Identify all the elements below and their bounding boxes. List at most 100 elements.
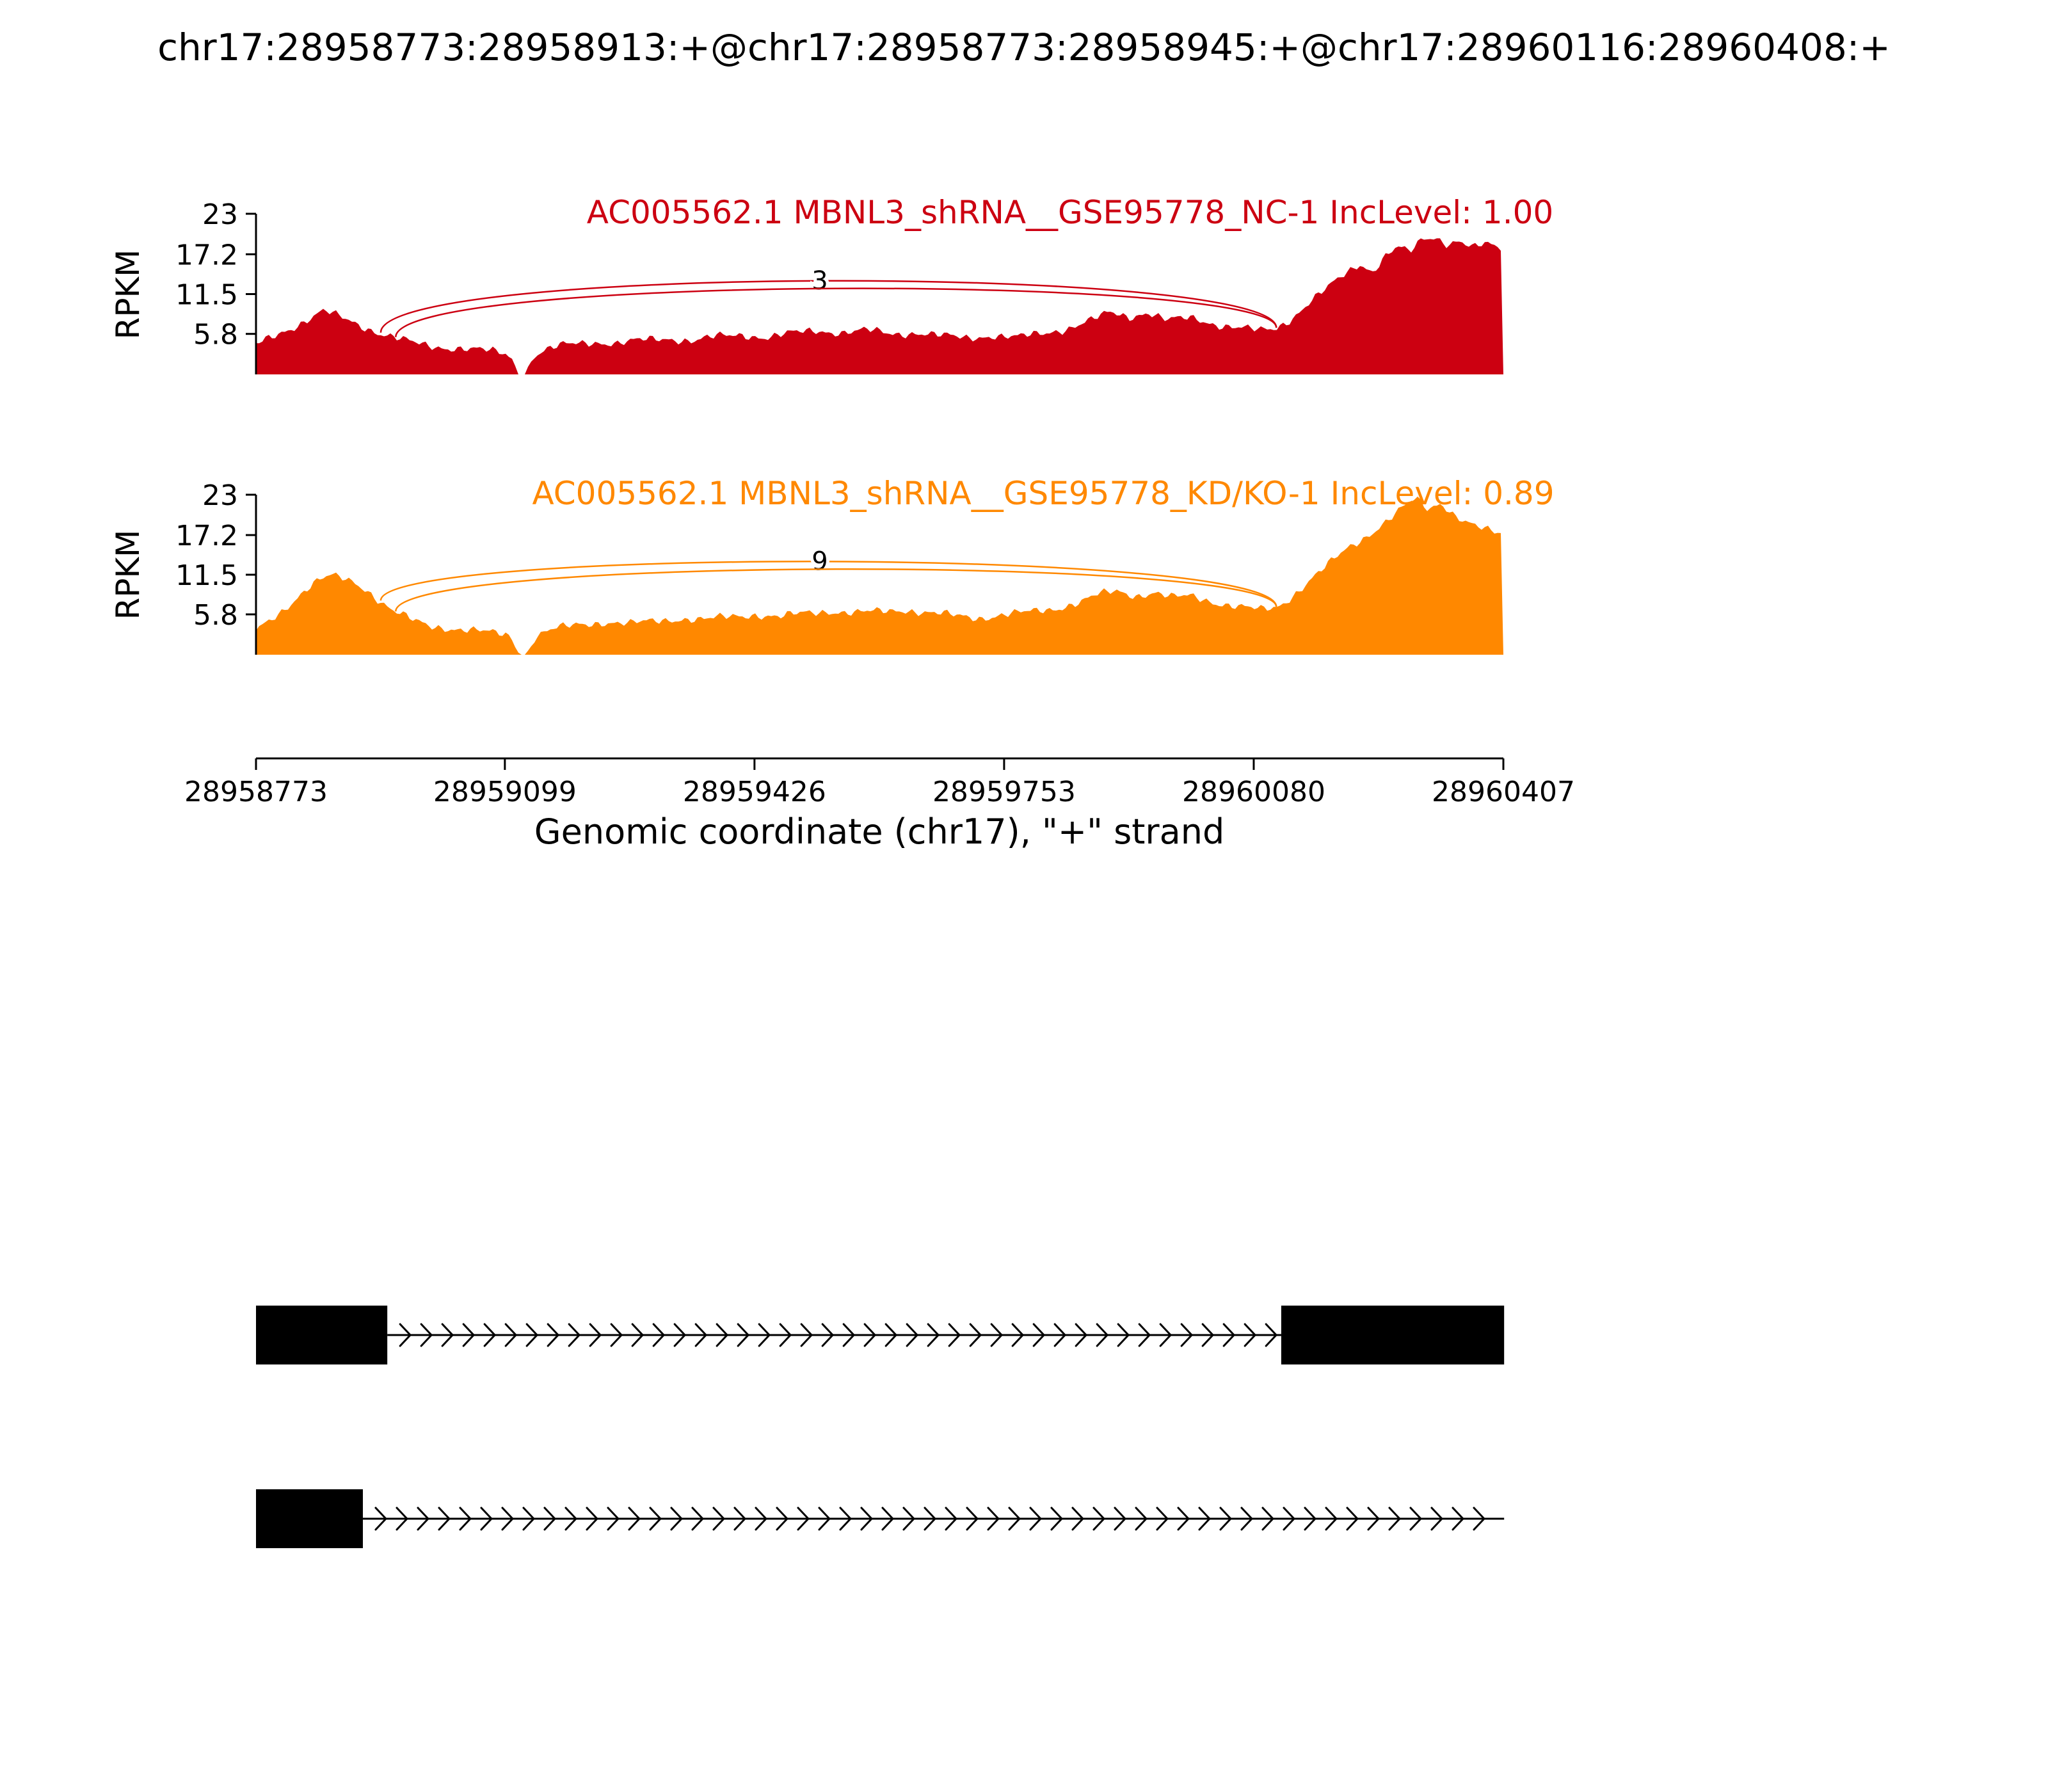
intron-arrow-icon <box>1029 1507 1042 1531</box>
intron-arrow-icon <box>821 1323 834 1347</box>
y-tick-label: 5.8 <box>193 319 238 351</box>
intron-arrow-icon <box>525 1323 538 1347</box>
intron-arrow-icon <box>504 1323 517 1347</box>
intron-arrow-icon <box>1452 1507 1464 1531</box>
intron-arrow-icon <box>800 1323 813 1347</box>
intron-arrow-icon <box>839 1507 852 1531</box>
intron-arrow-icon <box>1430 1507 1443 1531</box>
intron-arrow-icon <box>691 1507 704 1531</box>
junction-count-label: 3 <box>812 266 828 296</box>
intron-arrow-icon <box>1053 1323 1066 1347</box>
intron-arrow-icon <box>1409 1507 1422 1531</box>
track-label-sample1: AC005562.1 MBNL3_shRNA__GSE95778_NC-1 In… <box>586 194 1554 231</box>
exon-rect <box>1281 1306 1505 1364</box>
intron-arrow-icon <box>564 1507 577 1531</box>
intron-arrow-icon <box>1138 1323 1151 1347</box>
coverage-area <box>256 496 1503 655</box>
intron-arrow-icon <box>586 1507 598 1531</box>
junction-arc <box>395 568 1277 612</box>
exon-rect <box>256 1489 363 1548</box>
intron-arrow-icon <box>1092 1507 1105 1531</box>
intron-arrow-icon <box>842 1323 855 1347</box>
intron-arrow-icon <box>631 1323 644 1347</box>
intron-arrow-icon <box>948 1323 961 1347</box>
coverage-area <box>256 238 1503 374</box>
intron-arrow-icon <box>1096 1323 1108 1347</box>
intron-arrow-icon <box>924 1507 936 1531</box>
intron-arrow-icon <box>945 1507 957 1531</box>
intron-arrow-icon <box>396 1507 408 1531</box>
intron-arrow-icon <box>1201 1323 1214 1347</box>
exon-rect <box>256 1306 388 1364</box>
x-tick-label: 28959099 <box>433 776 577 808</box>
y-tick-label: 11.5 <box>175 279 238 312</box>
intron-arrow-icon <box>374 1507 387 1531</box>
y-tick-label: 17.2 <box>175 239 238 271</box>
intron-arrow-icon <box>1135 1507 1148 1531</box>
plot-title: chr17:28958773:28958913:+@chr17:28958773… <box>157 26 1891 69</box>
intron-arrow-icon <box>522 1507 535 1531</box>
y-tick-label: 5.8 <box>193 599 238 632</box>
intron-arrow-icon <box>860 1507 873 1531</box>
intron-arrow-icon <box>501 1507 514 1531</box>
intron-arrow-icon <box>652 1323 665 1347</box>
intron-arrow-icon <box>1180 1323 1193 1347</box>
intron-arrow-icon <box>1011 1323 1024 1347</box>
intron-arrow-icon <box>987 1507 1000 1531</box>
intron-arrow-icon <box>1075 1323 1087 1347</box>
intron-arrow-icon <box>1244 1323 1256 1347</box>
intron-arrow-icon <box>1265 1323 1277 1347</box>
intron-arrow-icon <box>737 1323 749 1347</box>
intron-arrow-icon <box>758 1323 771 1347</box>
y-tick-label: 11.5 <box>175 559 238 592</box>
intron-arrow-icon <box>610 1323 623 1347</box>
x-tick-label: 28959426 <box>683 776 826 808</box>
intron-arrow-icon <box>628 1507 641 1531</box>
intron-arrow-icon <box>1222 1323 1235 1347</box>
y-tick-label: 23 <box>202 198 238 231</box>
intron-arrow-icon <box>1198 1507 1211 1531</box>
intron-arrow-icon <box>607 1507 620 1531</box>
intron-arrow-icon <box>543 1507 556 1531</box>
intron-arrow-icon <box>1346 1507 1359 1531</box>
x-tick-label: 28958773 <box>184 776 328 808</box>
intron-arrow-icon <box>1304 1507 1316 1531</box>
track-label-sample2: AC005562.1 MBNL3_shRNA__GSE95778_KD/KO-1… <box>532 475 1555 512</box>
intron-arrow-icon <box>1114 1507 1126 1531</box>
intron-arrow-icon <box>568 1323 580 1347</box>
intron-arrow-icon <box>1159 1323 1172 1347</box>
intron-arrow-icon <box>694 1323 707 1347</box>
intron-arrow-icon <box>1325 1507 1338 1531</box>
x-tick-label: 28960080 <box>1182 776 1325 808</box>
intron-arrow-icon <box>589 1323 602 1347</box>
intron-arrow-icon <box>906 1323 918 1347</box>
intron-arrow-icon <box>483 1323 496 1347</box>
intron-arrow-icon <box>462 1323 475 1347</box>
intron-arrow-icon <box>966 1507 979 1531</box>
intron-arrow-icon <box>1283 1507 1295 1531</box>
x-axis-label: Genomic coordinate (chr17), "+" strand <box>534 812 1225 852</box>
intron-arrow-icon <box>776 1507 788 1531</box>
intron-arrow-icon <box>417 1507 429 1531</box>
intron-arrow-icon <box>884 1323 897 1347</box>
intron-arrow-icon <box>881 1507 894 1531</box>
intron-arrow-icon <box>902 1507 915 1531</box>
intron-arrow-icon <box>990 1323 1003 1347</box>
y-tick-label: 23 <box>202 479 238 512</box>
intron-arrow-icon <box>1388 1507 1401 1531</box>
y-tick-label: 17.2 <box>175 520 238 552</box>
intron-arrow-icon <box>1032 1323 1045 1347</box>
intron-arrow-icon <box>1219 1507 1232 1531</box>
intron-arrow-icon <box>1156 1507 1169 1531</box>
junction-arc <box>395 287 1277 337</box>
intron-arrow-icon <box>1050 1507 1063 1531</box>
intron-arrow-icon <box>547 1323 559 1347</box>
intron-arrow-icon <box>1008 1507 1021 1531</box>
junction-arc <box>380 561 1277 607</box>
intron-arrow-icon <box>779 1323 792 1347</box>
intron-arrow-icon <box>797 1507 810 1531</box>
intron-arrow-icon <box>1177 1507 1190 1531</box>
intron-arrow-icon <box>818 1507 831 1531</box>
